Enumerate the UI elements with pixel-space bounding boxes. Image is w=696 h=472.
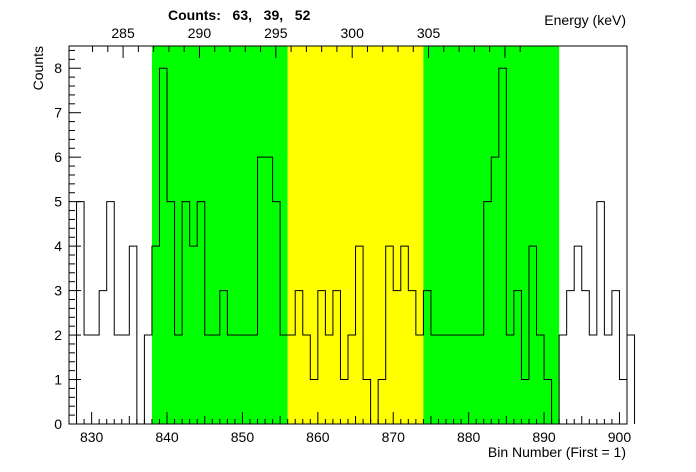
y-tick-label: 5 (54, 194, 62, 210)
energy-tick-label: 285 (111, 25, 135, 41)
axis-ticks (68, 46, 628, 425)
tick-labels: 830 840 850 860 870 880 890 900 0 1 2 3 4 5 6 7 8 285 290 2… (54, 25, 631, 445)
x-tick-label: 860 (306, 429, 330, 445)
energy-axis-label: Energy (keV) (544, 12, 626, 28)
x-tick-label: 900 (608, 429, 632, 445)
y-tick-label: 3 (54, 283, 62, 299)
y-tick-label: 1 (54, 372, 62, 388)
chart-title: Counts: 63, 39, 52 (168, 7, 311, 23)
region-peak (287, 46, 424, 424)
x-tick-label: 840 (155, 429, 179, 445)
region-right-background (423, 46, 560, 424)
region-left-background (151, 46, 288, 424)
energy-tick-label: 305 (417, 25, 441, 41)
x-tick-label: 890 (532, 429, 556, 445)
y-tick-label: 7 (54, 105, 62, 121)
x-tick-label: 870 (382, 429, 406, 445)
region-bands (151, 46, 560, 424)
y-tick-label: 8 (54, 60, 62, 76)
y-axis-label: Counts (30, 46, 46, 90)
y-tick-label: 4 (54, 238, 62, 254)
x-axis-label: Bin Number (First = 1) (488, 444, 626, 460)
energy-tick-label: 300 (341, 25, 365, 41)
x-tick-label: 830 (80, 429, 104, 445)
x-tick-label: 850 (231, 429, 255, 445)
y-tick-label: 2 (54, 327, 62, 343)
y-tick-label: 0 (54, 416, 62, 432)
y-tick-label: 6 (54, 149, 62, 165)
x-tick-label: 880 (457, 429, 481, 445)
energy-tick-label: 290 (188, 25, 212, 41)
energy-tick-label: 295 (264, 25, 288, 41)
histogram-line (69, 67, 636, 425)
